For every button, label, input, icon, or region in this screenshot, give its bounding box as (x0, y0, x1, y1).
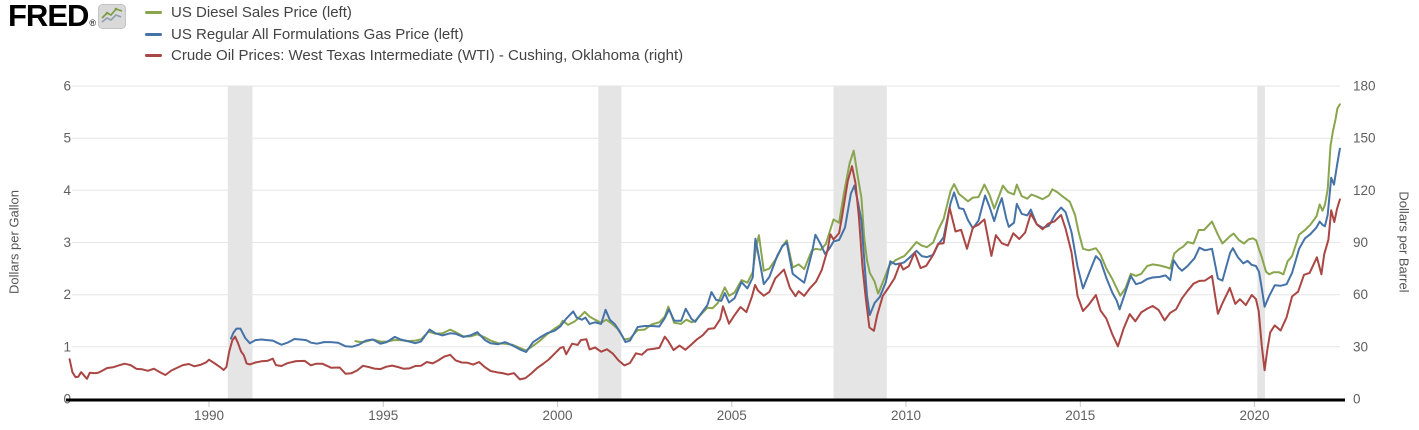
legend-swatch-regular-gas (145, 32, 162, 36)
x-tick-label: 1990 (194, 408, 224, 423)
legend-swatch-wti (145, 54, 162, 58)
fred-logo[interactable]: FRED ® (8, 0, 127, 33)
fred-logo-text: FRED (8, 0, 89, 33)
y-axis-title-left: Dollars per Gallon (6, 189, 22, 295)
legend-label-wti: Crude Oil Prices: West Texas Intermediat… (171, 47, 684, 65)
y-right-tick-label: 180 (1353, 79, 1376, 94)
y-right-tick-label: 120 (1353, 183, 1376, 198)
y-left-tick-label: 6 (63, 79, 71, 94)
y-left-tick-label: 5 (63, 131, 71, 146)
legend-label-regular-gas: US Regular All Formulations Gas Price (l… (171, 25, 464, 43)
legend-item-wti[interactable]: Crude Oil Prices: West Texas Intermediat… (145, 45, 683, 67)
legend-label-diesel: US Diesel Sales Price (left) (171, 4, 352, 22)
fred-logo-chart-icon (98, 4, 127, 29)
y-left-tick-label: 4 (63, 183, 71, 198)
y-right-tick-label: 0 (1353, 392, 1361, 407)
x-tick-label: 2000 (542, 408, 572, 423)
y-right-tick-label: 60 (1353, 287, 1368, 302)
y-right-tick-label: 90 (1353, 235, 1368, 250)
y-left-tick-label: 2 (63, 287, 71, 302)
registered-trademark-mark: ® (89, 18, 97, 28)
x-tick-label: 2015 (1065, 408, 1095, 423)
x-tick-label: 1995 (368, 408, 398, 423)
legend: US Diesel Sales Price (left) US Regular … (145, 2, 683, 67)
y-axis-title-right: Dollars per Barrel (1396, 191, 1412, 293)
legend-item-diesel[interactable]: US Diesel Sales Price (left) (145, 2, 683, 24)
series-line-2[interactable] (68, 165, 1341, 381)
x-tick-label: 2005 (717, 408, 747, 423)
series-line-1[interactable] (230, 147, 1341, 353)
x-tick-label: 2010 (891, 408, 921, 423)
y-right-tick-label: 30 (1353, 339, 1368, 354)
legend-swatch-diesel (145, 11, 162, 15)
x-tick-label: 2020 (1239, 408, 1269, 423)
y-left-tick-label: 3 (63, 235, 71, 250)
legend-item-regular-gas[interactable]: US Regular All Formulations Gas Price (l… (145, 24, 683, 46)
y-right-tick-label: 150 (1353, 131, 1376, 146)
y-left-tick-label: 1 (63, 339, 71, 354)
